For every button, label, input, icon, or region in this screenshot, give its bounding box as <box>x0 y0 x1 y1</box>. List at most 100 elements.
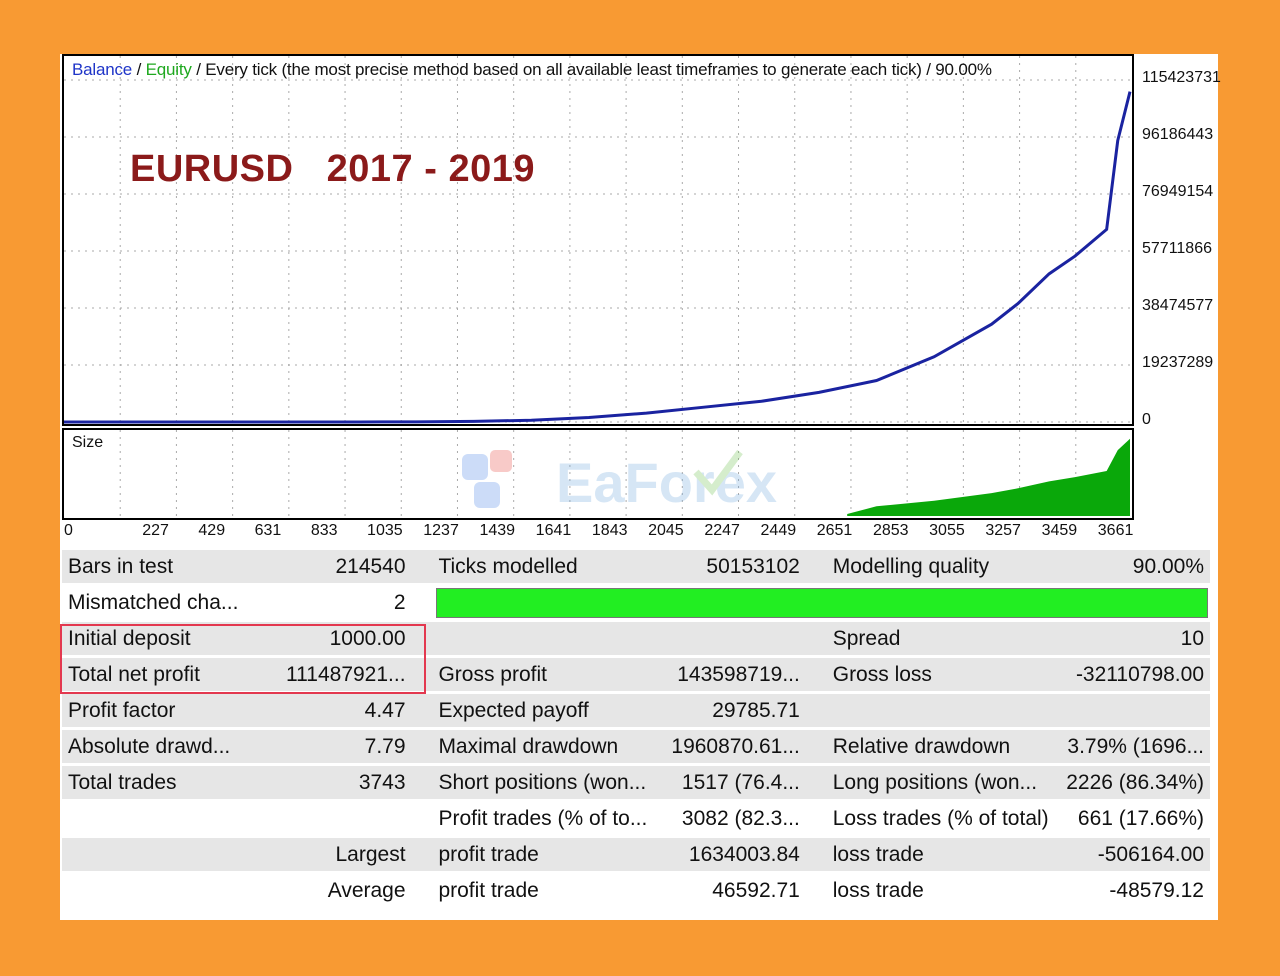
grossprofit-label: Gross profit <box>432 656 654 694</box>
quality-label: Modelling quality <box>826 550 1055 586</box>
x-axis: 0 227 429 631 833 1035 1237 1439 1641 1843 2045 224… <box>60 518 1140 544</box>
x-tick-label: 1035 <box>367 522 403 539</box>
x-tick-label: 1439 <box>479 522 516 539</box>
equity-legend: Equity <box>145 60 192 79</box>
trades-value: 3743 <box>277 764 412 802</box>
mismatch-value: 2 <box>277 584 412 622</box>
ep-value: 29785.71 <box>653 692 806 730</box>
maxdd-value: 1960870.61... <box>653 728 806 766</box>
y-tick-label: 38474577 <box>1142 297 1214 314</box>
short-label: Short positions (won... <box>432 764 654 802</box>
y-tick-label: 115423731 <box>1142 69 1221 86</box>
pf-value: 4.47 <box>277 692 412 730</box>
statistics-table: Bars in test 214540 Ticks modelled 50153… <box>62 550 1210 910</box>
x-tick-label: 3661 <box>1097 522 1134 539</box>
x-tick-label: 2449 <box>760 522 797 539</box>
grossprofit-value: 143598719... <box>653 656 806 694</box>
stats-row-deposit: Initial deposit 1000.00 Spread 10 <box>62 620 1210 658</box>
x-tick-label: 429 <box>198 522 226 539</box>
short-value: 1517 (76.4... <box>653 764 806 802</box>
x-tick-label: 3055 <box>929 522 965 539</box>
reldd-label: Relative drawdown <box>826 728 1055 766</box>
quality-value: 90.00% <box>1054 550 1210 586</box>
model-description: / Every tick (the most precise method ba… <box>191 60 992 79</box>
x-tick-label: 227 <box>142 522 169 539</box>
long-value: 2226 (86.34%) <box>1054 764 1210 802</box>
x-tick-label: 3459 <box>1041 522 1078 539</box>
absdd-label: Absolute drawd... <box>62 728 278 766</box>
stats-row-largest: Largest profit trade 1634003.84 loss tra… <box>62 836 1210 874</box>
loss-trades-label: Loss trades (% of total) <box>826 800 1055 838</box>
size-chart: Size <box>62 428 1134 520</box>
chart-header: Balance / Equity / Every tick (the most … <box>72 60 992 80</box>
grossloss-value: -32110798.00 <box>1054 656 1210 694</box>
trades-label: Total trades <box>62 764 278 802</box>
x-tick-label: 631 <box>254 522 282 539</box>
x-tick-label: 2045 <box>648 522 684 539</box>
largest-label: Largest <box>277 836 412 874</box>
grossloss-label: Gross loss <box>826 656 1055 694</box>
average-loss-label: loss trade <box>826 872 1055 910</box>
balance-legend: Balance <box>72 60 133 79</box>
size-chart-svg <box>119 430 1130 518</box>
balance-chart-svg <box>64 56 1132 424</box>
ticks-label: Ticks modelled <box>432 550 654 586</box>
stats-row-mismatch: Mismatched cha... 2 <box>62 584 1210 622</box>
y-tick-label: 76949154 <box>1142 183 1214 200</box>
absdd-value: 7.79 <box>277 728 412 766</box>
ticks-value: 50153102 <box>653 550 806 586</box>
balance-equity-chart: Balance / Equity / Every tick (the most … <box>62 54 1134 426</box>
stats-row-bars: Bars in test 214540 Ticks modelled 50153… <box>62 550 1210 586</box>
report-panel: Balance / Equity / Every tick (the most … <box>60 54 1221 920</box>
bars-value: 214540 <box>277 550 412 586</box>
reldd-value: 3.79% (1696... <box>1054 728 1210 766</box>
mismatch-label: Mismatched cha... <box>62 584 278 622</box>
x-tick-label: 3257 <box>985 522 1021 539</box>
ep-label: Expected payoff <box>432 692 654 730</box>
stats-row-pf: Profit factor 4.47 Expected payoff 29785… <box>62 692 1210 730</box>
largest-profit-value: 1634003.84 <box>653 836 806 874</box>
size-area <box>847 438 1130 516</box>
y-tick-label: 19237289 <box>1142 354 1214 371</box>
x-tick-label: 2853 <box>872 522 909 539</box>
largest-loss-label: loss trade <box>826 836 1055 874</box>
x-tick-label: 2651 <box>816 522 853 539</box>
balance-line <box>64 91 1132 424</box>
profit-trades-label: Profit trades (% of to... <box>432 800 654 838</box>
average-profit-label: profit trade <box>432 872 654 910</box>
stats-row-drawdown: Absolute drawd... 7.79 Maximal drawdown … <box>62 728 1210 766</box>
header-separator: / <box>132 60 146 79</box>
loss-trades-value: 661 (17.66%) <box>1054 800 1210 838</box>
y-tick-label: 96186443 <box>1142 126 1214 143</box>
x-tick-label: 0 <box>64 522 73 539</box>
profit-trades-value: 3082 (82.3... <box>653 800 806 838</box>
bars-label: Bars in test <box>62 550 278 586</box>
x-tick-label: 1237 <box>423 522 459 539</box>
spread-value: 10 <box>1054 620 1210 658</box>
stats-row-trades: Total trades 3743 Short positions (won..… <box>62 764 1210 802</box>
stats-row-profit-trades: Profit trades (% of to... 3082 (82.3... … <box>62 800 1210 838</box>
long-label: Long positions (won... <box>826 764 1055 802</box>
netprofit-label: Total net profit <box>62 656 278 694</box>
y-tick-label: 57711866 <box>1142 240 1212 257</box>
size-label: Size <box>72 434 104 451</box>
maxdd-label: Maximal drawdown <box>432 728 654 766</box>
chart-title: EURUSD 2017 - 2019 <box>130 148 535 190</box>
stats-row-average: Average profit trade 46592.71 loss trade… <box>62 872 1210 910</box>
netprofit-value: 111487921... <box>277 656 412 694</box>
pf-label: Profit factor <box>62 692 278 730</box>
modelling-quality-bar <box>436 587 1208 618</box>
average-loss-value: -48579.12 <box>1054 872 1210 910</box>
x-tick-label: 833 <box>310 522 338 539</box>
average-profit-value: 46592.71 <box>653 872 806 910</box>
deposit-label: Initial deposit <box>62 620 278 658</box>
spread-label: Spread <box>826 620 1055 658</box>
y-tick-label: 0 <box>1142 411 1151 428</box>
largest-loss-value: -506164.00 <box>1054 836 1210 874</box>
largest-profit-label: profit trade <box>432 836 654 874</box>
deposit-value: 1000.00 <box>277 620 412 658</box>
average-label: Average <box>277 872 412 910</box>
x-tick-label: 2247 <box>704 522 740 539</box>
stats-row-profit: Total net profit 111487921... Gross prof… <box>62 656 1210 694</box>
x-tick-label: 1843 <box>591 522 628 539</box>
